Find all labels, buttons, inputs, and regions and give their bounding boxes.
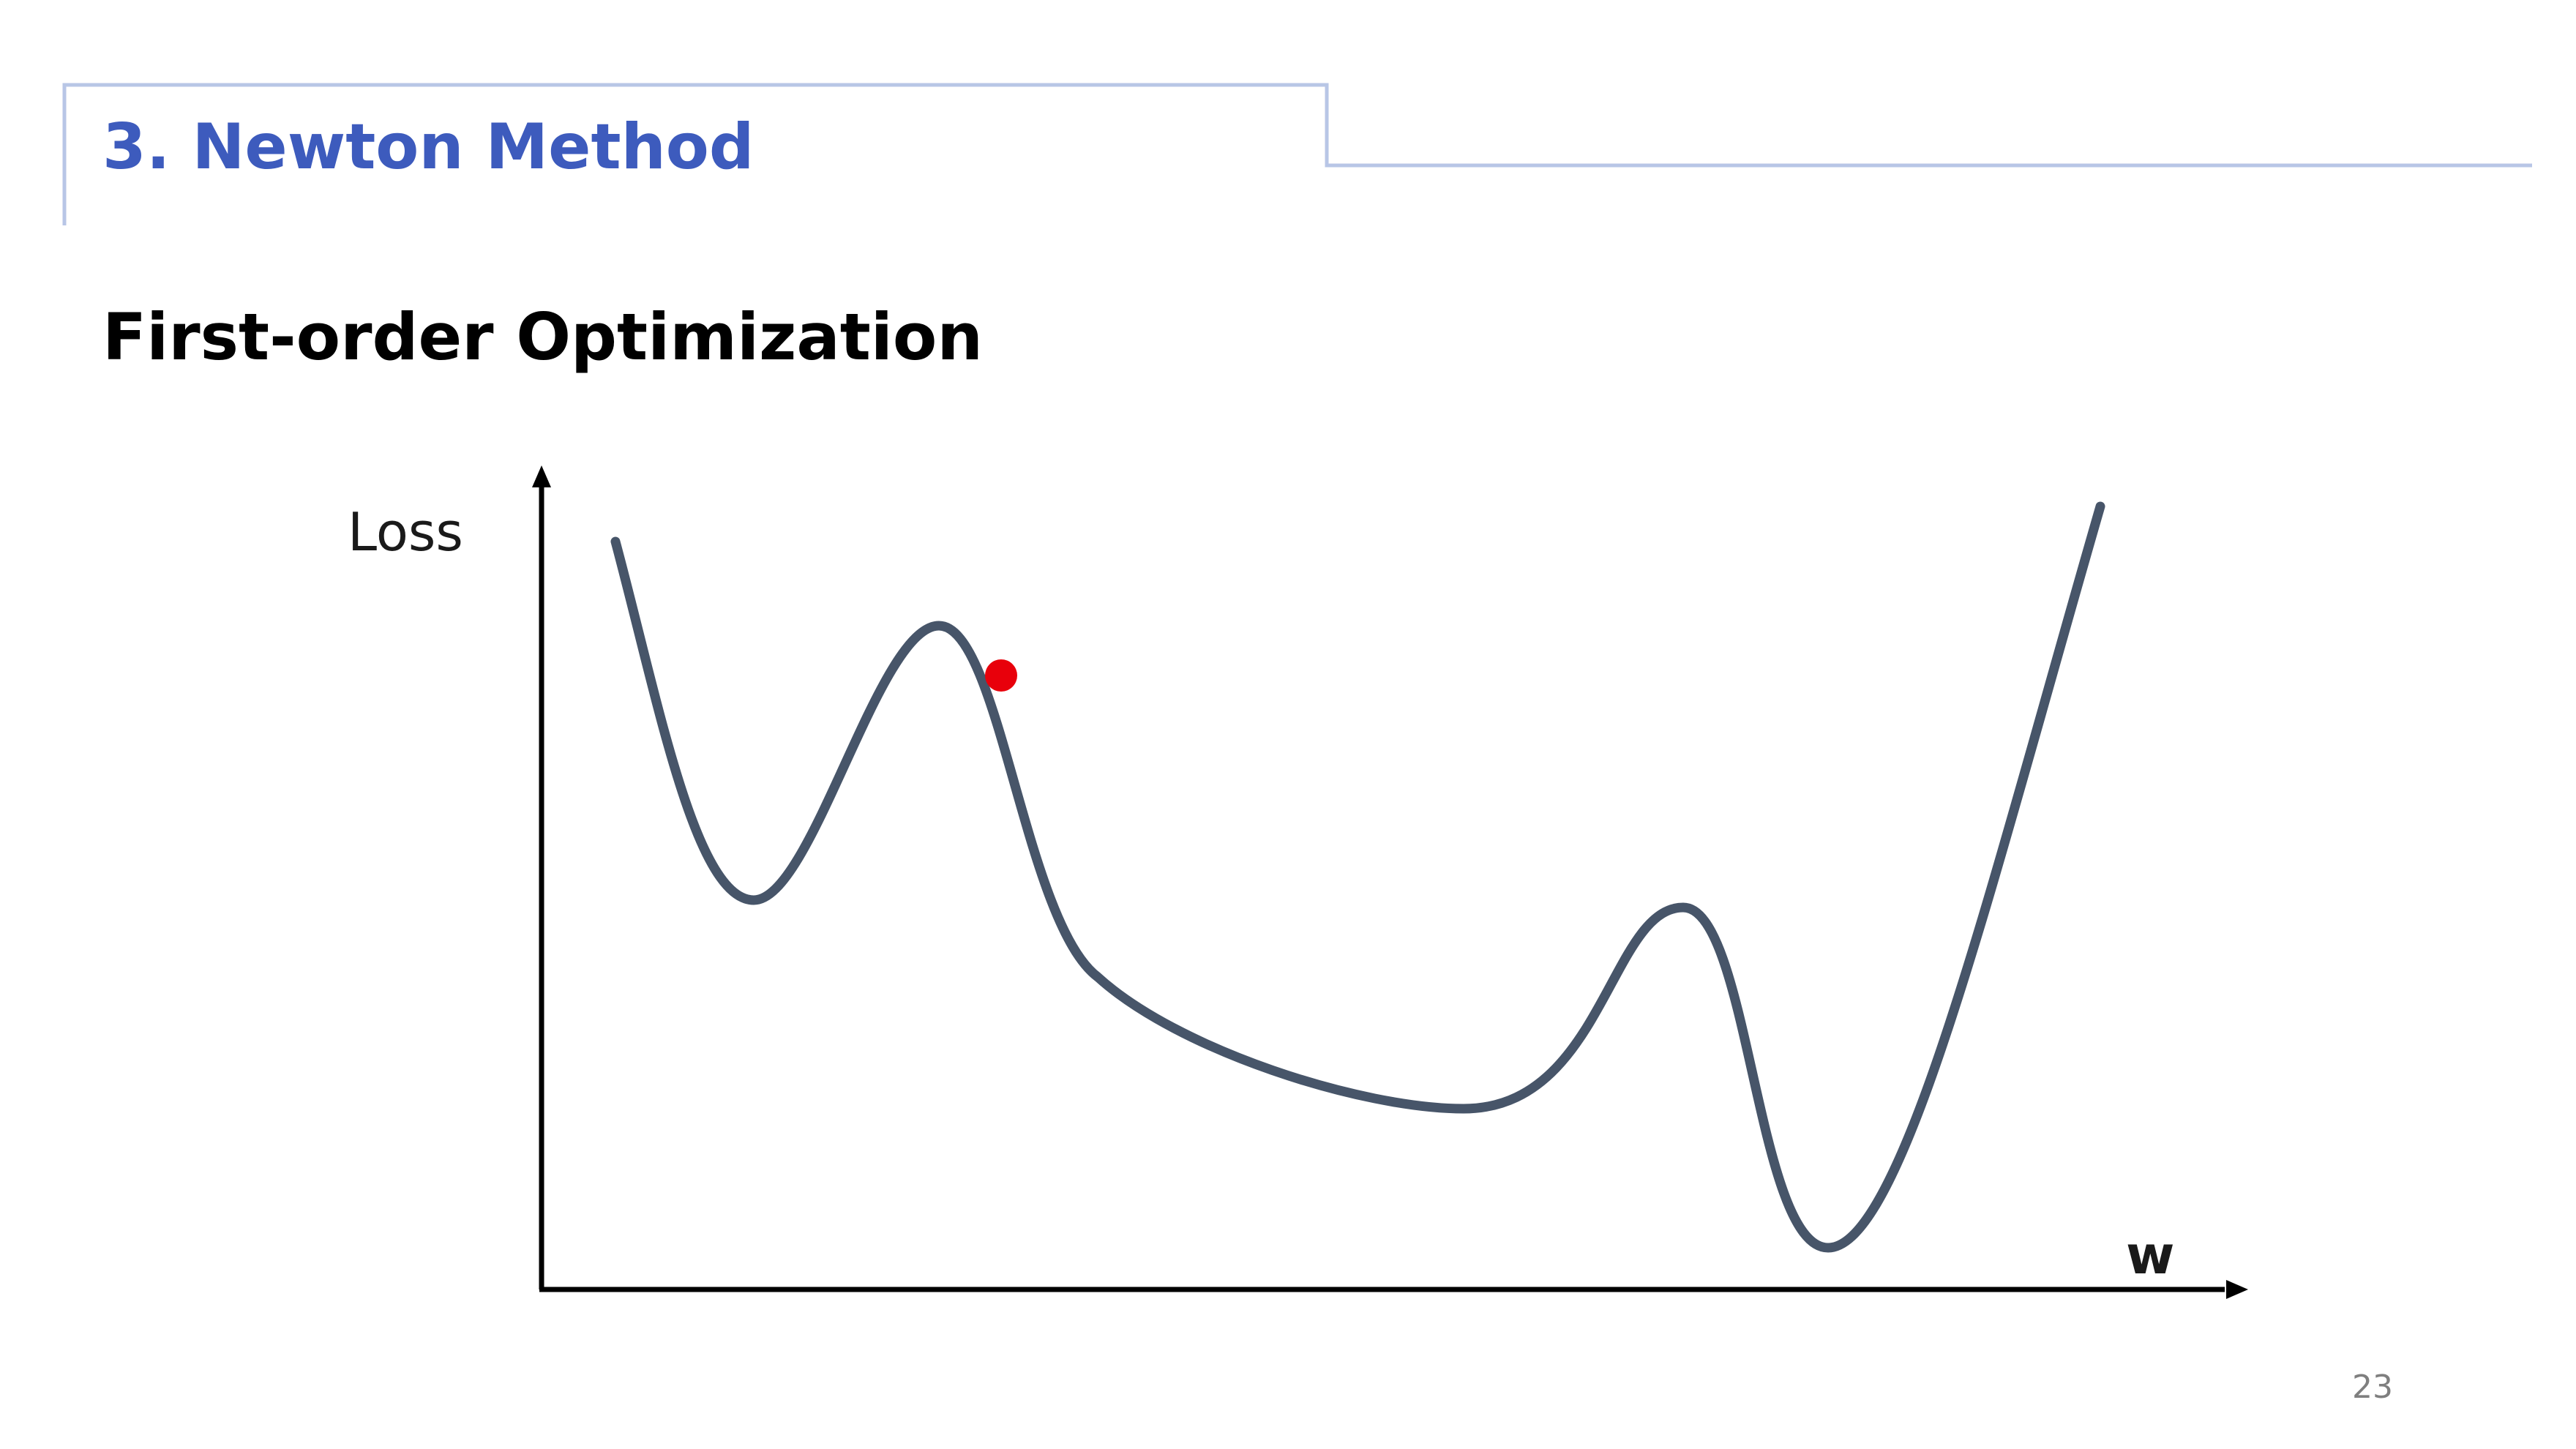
header-frame — [62, 83, 2532, 225]
x-axis-arrowhead — [2226, 1280, 2248, 1299]
x-axis-label: w — [2126, 1224, 2175, 1286]
y-axis-label: Loss — [348, 501, 463, 563]
current-position-marker — [985, 659, 1017, 692]
loss-curve — [610, 501, 2105, 1253]
slide-subtitle: First-order Optimization — [102, 299, 984, 375]
header-border-line — [62, 83, 2532, 225]
page-number: 23 — [2352, 1368, 2393, 1406]
y-axis-arrowhead — [532, 465, 551, 487]
section-title: 3. Newton Method — [102, 111, 755, 184]
